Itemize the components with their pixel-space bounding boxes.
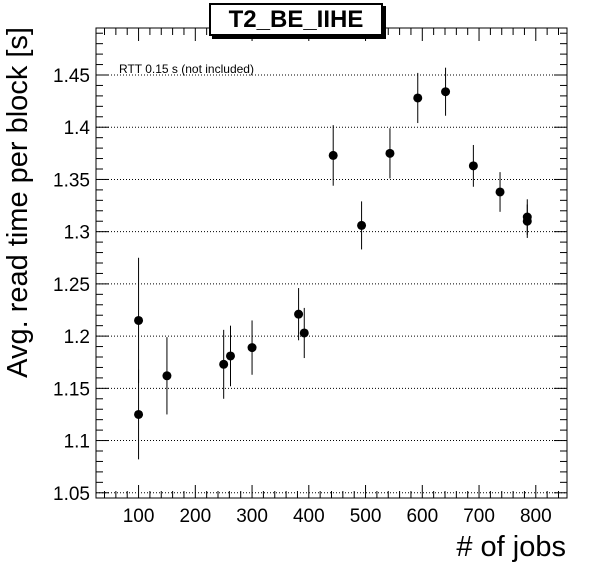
- annotation-label: RTT 0.15 s (not included): [119, 62, 254, 76]
- chart-title: T2_BE_IIHE: [209, 3, 383, 36]
- x-tick-labels: 100 200 300 400 500 600 700 800: [123, 506, 552, 527]
- data-point: [441, 87, 451, 97]
- y-tick-label: 1.15: [53, 379, 90, 400]
- y-axis-label: Avg. read time per block [s]: [2, 27, 34, 378]
- x-tick-label: 200: [179, 506, 211, 527]
- y-tick-label: 1.35: [53, 170, 90, 191]
- x-tick-label: 700: [463, 506, 495, 527]
- axis-ticks: [96, 28, 567, 498]
- data-point: [385, 148, 395, 158]
- grid-lines: [96, 74, 567, 494]
- x-tick-label: 400: [293, 506, 325, 527]
- plot-frame: [95, 27, 568, 499]
- data-point: [134, 409, 144, 419]
- data-point: [225, 351, 235, 361]
- error-bars: [138, 67, 528, 460]
- data-point: [413, 93, 423, 103]
- x-tick-label: 600: [406, 506, 438, 527]
- x-tick-label: 300: [236, 506, 268, 527]
- x-tick-label: 100: [123, 506, 155, 527]
- data-point: [247, 343, 257, 353]
- y-tick-label: 1.2: [64, 327, 90, 348]
- x-tick-label: 800: [520, 506, 552, 527]
- data-point: [134, 315, 144, 325]
- y-tick-label: 1.4: [64, 118, 91, 139]
- data-point: [357, 220, 367, 230]
- y-tick-labels: 1.05 1.1 1.15 1.2 1.25 1.3 1.35 1.4 1.45: [53, 66, 90, 505]
- y-tick-label: 1.3: [64, 223, 90, 244]
- data-point: [299, 328, 309, 338]
- x-tick-label: 500: [350, 506, 382, 527]
- data-point: [219, 359, 229, 369]
- data-point: [495, 187, 505, 197]
- y-tick-label: 1.25: [53, 275, 90, 296]
- data-point: [522, 216, 532, 226]
- data-point: [328, 150, 338, 160]
- x-axis-label: # of jobs: [456, 531, 566, 563]
- data-point: [162, 371, 172, 381]
- y-tick-label: 1.05: [53, 484, 90, 505]
- data-point: [468, 161, 478, 171]
- data-markers: [134, 87, 532, 419]
- y-tick-label: 1.45: [53, 66, 90, 87]
- y-tick-label: 1.1: [64, 432, 90, 453]
- data-point: [294, 309, 304, 319]
